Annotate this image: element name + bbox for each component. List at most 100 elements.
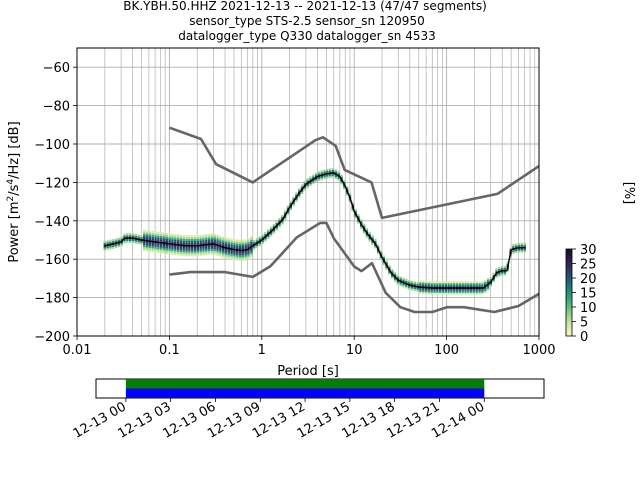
density-cell <box>202 253 205 256</box>
density-cell <box>481 292 484 295</box>
density-cell <box>207 241 211 244</box>
density-cell <box>419 288 422 291</box>
density-cell <box>500 273 504 276</box>
density-cell <box>450 288 453 291</box>
density-cell <box>179 248 183 251</box>
density-cell <box>176 238 180 241</box>
density-cell <box>379 257 383 260</box>
density-cell <box>190 254 194 257</box>
density-cell <box>227 241 231 244</box>
density-cell <box>252 247 256 250</box>
density-cell <box>337 171 340 174</box>
density-cell <box>340 176 343 179</box>
density-cell <box>320 172 323 175</box>
density-cell <box>106 247 109 250</box>
density-cell <box>422 284 425 287</box>
density-cell <box>376 246 380 249</box>
density-cell <box>182 236 185 239</box>
density-cell <box>143 245 146 248</box>
density-cell <box>523 244 526 247</box>
density-cell <box>472 292 476 295</box>
density-cell <box>261 242 264 245</box>
density-cell <box>416 283 419 286</box>
density-cell <box>165 244 169 247</box>
density-cell <box>455 288 459 291</box>
density-cell <box>193 254 197 257</box>
density-cell <box>165 238 169 241</box>
density-cell <box>289 200 292 203</box>
density-cell <box>238 257 242 260</box>
density-cell <box>151 250 154 253</box>
density-cell <box>312 180 315 183</box>
density-cell <box>365 233 369 236</box>
density-cell <box>168 239 171 242</box>
density-cell <box>272 223 276 226</box>
density-cell <box>295 198 298 201</box>
density-cell <box>410 286 414 289</box>
density-cell <box>244 246 247 249</box>
density-cell <box>236 241 239 244</box>
density-cell <box>196 246 200 249</box>
density-cell <box>283 216 287 219</box>
density-cell <box>199 248 202 251</box>
density-cell <box>247 251 250 254</box>
density-cell <box>233 252 236 255</box>
density-cell <box>221 251 225 254</box>
density-cell <box>269 226 273 229</box>
density-cell <box>131 240 135 243</box>
density-cell <box>247 249 250 252</box>
density-cell <box>323 177 326 180</box>
density-cell <box>252 240 256 243</box>
x-tick-label: 1000 <box>522 343 555 358</box>
density-cell <box>233 250 236 253</box>
density-cell <box>422 280 425 283</box>
density-cell <box>444 285 447 288</box>
y-tick-label: −80 <box>43 100 70 115</box>
density-cell <box>148 238 152 241</box>
density-cell <box>283 218 287 221</box>
density-cell <box>495 274 498 277</box>
density-cell <box>213 252 216 255</box>
density-cell <box>179 249 183 252</box>
density-cell <box>484 283 487 286</box>
density-cell <box>145 230 149 233</box>
density-cell <box>233 244 236 247</box>
density-cell <box>128 233 132 236</box>
density-cell <box>374 244 377 247</box>
density-cell <box>159 243 163 246</box>
density-cell <box>419 289 422 292</box>
density-cell <box>410 282 414 285</box>
density-cell <box>224 243 228 246</box>
density-cell <box>455 292 459 295</box>
density-cell <box>264 239 267 242</box>
density-cell <box>278 217 281 220</box>
colorbar-tick-label: 0 <box>580 330 588 345</box>
density-cell <box>213 245 216 248</box>
density-cell <box>157 243 160 246</box>
density-cell <box>298 190 301 193</box>
density-cell <box>176 241 180 244</box>
density-cell <box>159 247 163 250</box>
low-noise-model-line <box>169 221 539 314</box>
density-cell <box>241 255 245 258</box>
density-cell <box>250 247 253 250</box>
density-cell <box>196 235 200 238</box>
density-cell <box>151 246 154 249</box>
density-cell <box>376 250 380 253</box>
density-cell <box>281 222 284 225</box>
density-cell <box>182 246 185 249</box>
density-cell <box>261 234 264 237</box>
coverage-bar-green <box>125 379 485 389</box>
density-cell <box>210 248 214 251</box>
density-cell <box>188 237 191 240</box>
density-cell <box>165 252 169 255</box>
density-cell <box>224 237 228 240</box>
density-cell <box>376 252 380 255</box>
density-cell <box>393 277 397 280</box>
y-tick-label: −180 <box>34 292 70 307</box>
density-cell <box>221 236 225 239</box>
density-cell <box>230 253 233 256</box>
density-cell <box>143 235 146 238</box>
density-cell <box>455 281 459 284</box>
density-cell <box>368 237 371 240</box>
